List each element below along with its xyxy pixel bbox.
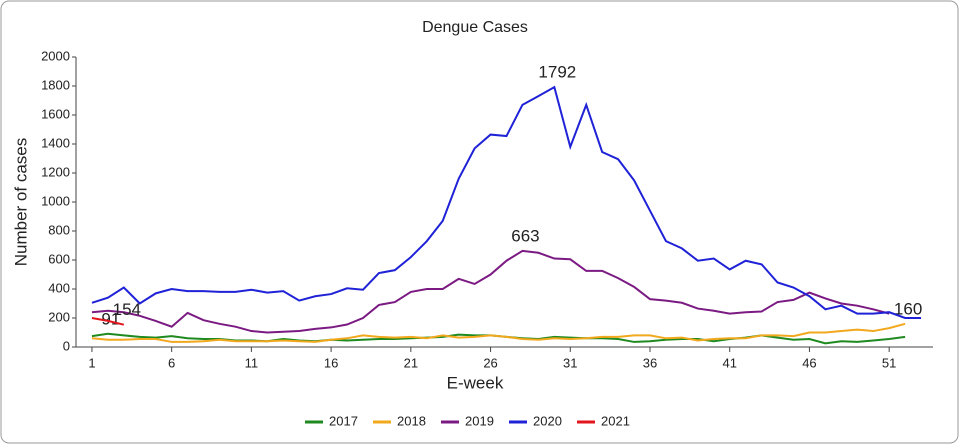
legend-label: 2019 xyxy=(465,413,494,428)
y-tick-label: 600 xyxy=(48,251,70,266)
series-line xyxy=(91,322,906,343)
y-tick-label: 1800 xyxy=(41,77,70,92)
data-label: 663 xyxy=(511,226,539,245)
x-axis-label: E-week xyxy=(447,373,504,392)
x-tick-label: 1 xyxy=(88,355,95,370)
series-line xyxy=(91,85,922,319)
y-tick-label: 0 xyxy=(63,338,70,353)
x-tick-label: 41 xyxy=(722,355,736,370)
x-tick-label: 11 xyxy=(245,355,259,370)
y-tick-label: 2000 xyxy=(41,48,70,63)
x-tick-label: 51 xyxy=(882,355,896,370)
x-tick-label: 6 xyxy=(168,355,175,370)
legend-label: 2020 xyxy=(533,413,562,428)
y-tick-label: 800 xyxy=(48,222,70,237)
y-tick-label: 1600 xyxy=(41,106,70,121)
x-tick-label: 21 xyxy=(404,355,418,370)
series-line xyxy=(91,249,890,334)
y-tick-label: 1200 xyxy=(41,164,70,179)
series-line xyxy=(91,317,125,326)
y-tick-label: 200 xyxy=(48,309,70,324)
x-tick-label: 26 xyxy=(483,355,497,370)
legend-label: 2018 xyxy=(397,413,426,428)
y-axis-label: Number of cases xyxy=(11,138,30,267)
x-tick-label: 46 xyxy=(802,355,816,370)
x-tick-label: 36 xyxy=(643,355,657,370)
legend-label: 2021 xyxy=(601,413,630,428)
x-tick-label: 16 xyxy=(324,355,338,370)
y-tick-label: 400 xyxy=(48,280,70,295)
y-tick-label: 1000 xyxy=(41,193,70,208)
x-tick-label: 31 xyxy=(563,355,577,370)
legend-label: 2017 xyxy=(329,413,358,428)
data-label: 154 xyxy=(113,300,141,319)
chart-title: Dengue Cases xyxy=(422,19,528,36)
data-label: 160 xyxy=(894,299,922,318)
data-label: 1792 xyxy=(538,63,576,82)
y-tick-label: 1400 xyxy=(41,135,70,150)
